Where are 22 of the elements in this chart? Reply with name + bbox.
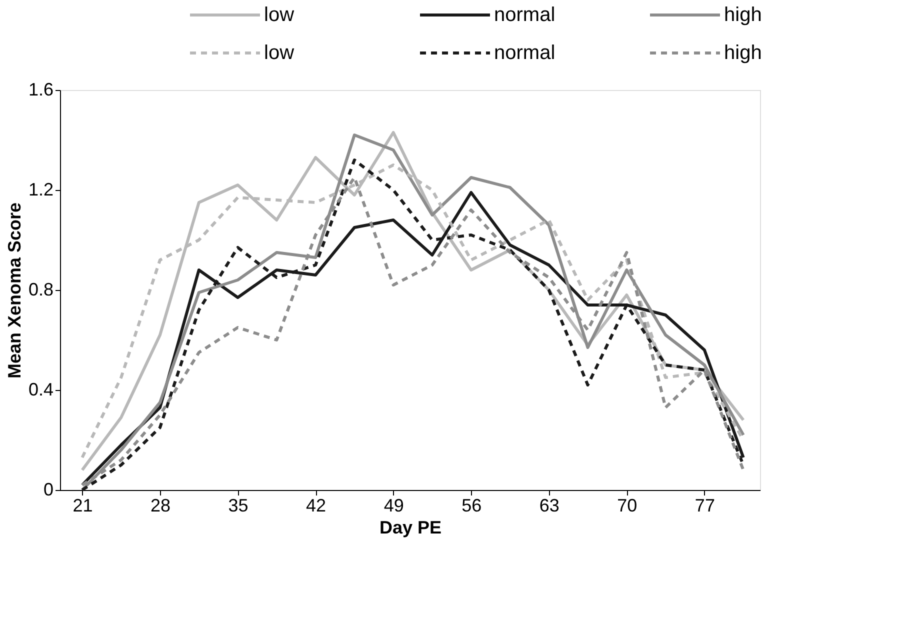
legend-label: low: [264, 4, 295, 26]
legend-label: normal: [494, 4, 556, 26]
y-tick-label: 0: [43, 480, 54, 500]
y-axis-title: Mean Xenoma Score: [4, 202, 24, 379]
x-tick-label: 35: [228, 496, 248, 516]
x-tick-label: 49: [384, 496, 404, 516]
x-tick-label: 77: [694, 496, 715, 516]
x-axis-title: Day PE: [379, 518, 442, 538]
legend-label: high: [724, 42, 762, 64]
y-tick-label: 0.8: [28, 280, 54, 300]
x-tick-label: 63: [539, 496, 560, 516]
legend-label: low: [264, 42, 295, 64]
y-tick-label: 1.2: [28, 180, 54, 200]
x-tick-label: 56: [462, 496, 482, 516]
legend-label: high: [724, 4, 762, 26]
x-tick-label: 42: [306, 496, 326, 516]
x-tick-label: 21: [72, 496, 93, 516]
y-tick-label: 1.6: [28, 80, 54, 100]
x-tick-label: 28: [150, 496, 171, 516]
legend-label: normal: [494, 42, 556, 64]
y-tick-label: 0.4: [28, 380, 54, 400]
x-tick-label: 70: [617, 496, 638, 516]
